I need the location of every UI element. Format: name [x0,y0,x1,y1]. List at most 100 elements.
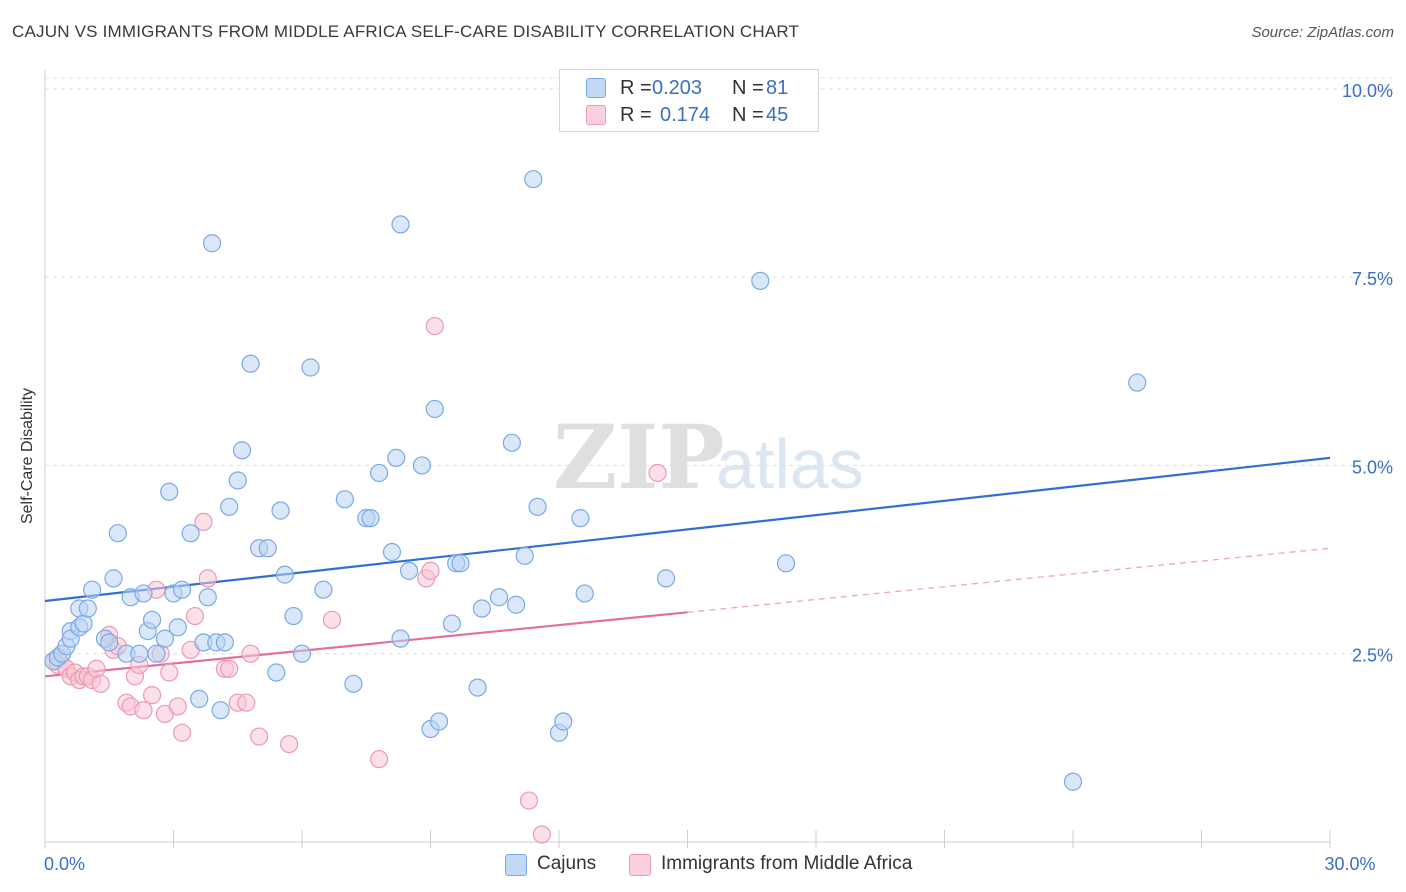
cajuns-point [271,501,290,520]
cajuns-point [292,644,312,663]
middle-africa-point [370,750,389,769]
stats-legend-box: R = 0.203 N = 81 R = 0.174 N = 45 [559,69,819,132]
cajuns-point [275,565,294,584]
cajuns-point [147,644,166,663]
cajuns-point [571,509,590,528]
cajuns-point [104,569,123,588]
cajuns-point [442,614,462,633]
cajuns-point [344,674,363,693]
cajuns-point [181,524,200,543]
r-value: 0.203 [652,77,703,99]
x-tick-label: 30.0% [1324,854,1375,874]
watermark-zip: ZIP [553,405,725,509]
middle-africa-point [168,697,187,716]
cajuns-point [361,509,380,528]
middle-africa-point [250,727,269,746]
middle-africa-point [532,825,551,844]
middle-africa-point [237,693,256,712]
cajuns-point [399,561,419,580]
cajuns-point [391,629,410,648]
x-tick-label: 0.0% [44,854,85,874]
cajuns-point [284,606,303,626]
cajuns-point [155,629,175,648]
cajuns-point [751,271,770,290]
cajuns-point [502,433,521,452]
cajuns-point [134,584,153,603]
y-tick-label: 7.5% [1352,269,1393,289]
n-value: 45 [766,104,789,126]
cajuns-point [382,542,402,562]
cajuns-point [425,399,444,419]
r-label: R = [620,104,652,126]
cajuns-point [575,584,594,603]
cajuns-point [468,678,487,697]
middle-africa-point [185,606,205,626]
y-tick-label: 5.0% [1352,457,1393,477]
middle-africa-trend-line [44,611,688,678]
chart-title: CAJUN VS IMMIGRANTS FROM MIDDLE AFRICA S… [12,22,800,41]
cajuns-point [1128,373,1147,392]
cajuns-point [142,610,162,629]
middle-africa-point [142,686,162,705]
middle-africa-point [519,791,539,810]
cajuns-point [370,463,389,483]
middle-africa-point [241,644,260,663]
cajuns-point [507,595,526,614]
n-label: N = [732,104,764,126]
cajuns-point [74,614,93,633]
cajuns-point [387,448,406,467]
chart-source: Source: ZipAtlas.com [1251,24,1394,41]
r-value: 0.174 [660,104,711,126]
n-value: 81 [766,77,789,99]
cajuns-point [656,569,676,588]
cajuns-point [429,712,449,731]
y-axis-label: Self-Care Disability [19,387,36,525]
cajuns-point [267,663,286,682]
legend-label: Cajuns [537,853,597,874]
cajuns-point [130,644,149,663]
n-label: N = [732,77,764,99]
middle-africa-point [425,316,444,336]
middle-africa-point [322,610,342,629]
cajuns-point [451,554,470,573]
cajuns-point [198,588,217,607]
cajuns-point [232,441,252,460]
cajuns-point [472,599,491,618]
cajuns-point [100,633,119,652]
cajuns-trend-line [44,456,1331,603]
trend-lines [44,456,1331,678]
cajuns-point [412,456,432,475]
middle-africa-point [280,734,299,754]
cajuns-point [335,490,354,509]
cajuns-point [301,358,320,377]
middle-africa-point [134,701,153,720]
middle-africa-trend-extension [687,547,1331,613]
middle-africa-point [87,659,106,678]
watermark-atlas: atlas [716,425,864,503]
middle-africa-legend-swatch [629,854,651,876]
cajuns-point [489,588,509,607]
middle-africa-point [648,463,667,483]
cajuns-point [220,497,239,516]
cajuns-point [528,497,547,516]
cajuns-point [391,215,410,234]
data-points [44,170,1147,844]
cajuns-point [314,580,333,599]
cajuns-legend-swatch [505,854,527,876]
cajuns-point [78,599,97,618]
cajuns-point [211,701,230,720]
axes [44,70,1331,848]
cajuns-point [160,482,179,501]
cajuns-point [215,633,234,652]
middle-africa-point [172,723,192,742]
middle-africa-point [91,674,110,693]
cajuns-point [108,524,127,543]
cajuns-point [168,618,187,637]
r-label: R = [620,77,652,99]
middle-africa-point [160,663,179,682]
y-tick-label: 10.0% [1342,81,1393,101]
cajuns-point [190,689,209,708]
cajuns-swatch [586,78,606,98]
cajuns-point [776,554,796,573]
